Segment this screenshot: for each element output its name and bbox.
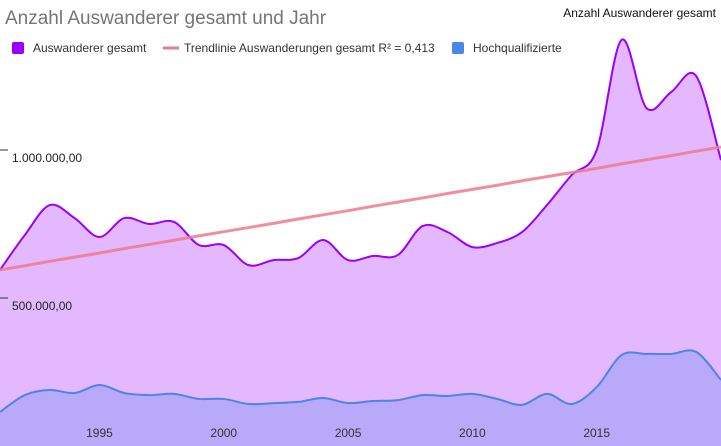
series-area [0, 39, 721, 446]
legend-swatch [12, 42, 24, 54]
legend-swatch [452, 42, 464, 54]
y-tick-label: 500.000,00 [12, 299, 72, 313]
x-tick-label: 2015 [583, 426, 610, 440]
series-line [0, 38, 721, 271]
legend: Auswanderer gesamt Trendlinie Auswanderun… [12, 41, 562, 55]
legend-label: Hochqualifizierte [473, 41, 562, 55]
x-tick-label: 1995 [86, 426, 113, 440]
series-line [0, 349, 721, 413]
y-tick-label: 1.000.000,00 [12, 151, 82, 165]
legend-label: Trendlinie Auswanderungen gesamt R² = 0,… [184, 41, 435, 55]
series-area [0, 350, 721, 446]
x-tick-label: 2000 [210, 426, 237, 440]
plot-area [0, 38, 721, 446]
chart-title: Anzahl Auswanderer gesamt und Jahr [5, 8, 327, 29]
x-tick-label: 2005 [335, 426, 362, 440]
trend-line [0, 145, 721, 272]
legend-label: Auswanderer gesamt [33, 41, 147, 55]
x-tick-label: 2010 [459, 426, 486, 440]
axis-label: Anzahl Auswanderer gesamt [563, 6, 716, 20]
